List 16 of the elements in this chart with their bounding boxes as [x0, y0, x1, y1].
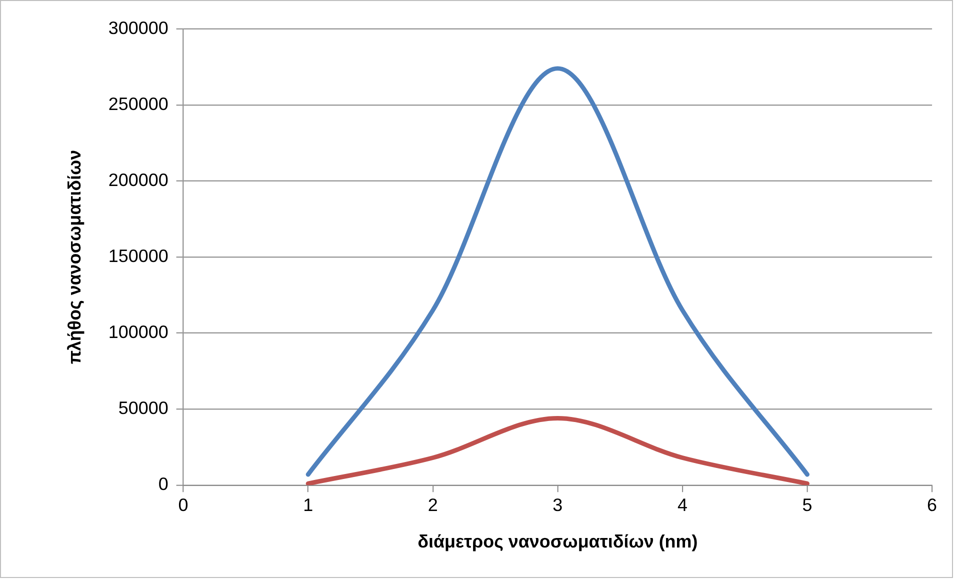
x-tick-label: 6	[927, 494, 938, 515]
y-tick-label: 100000	[108, 322, 168, 342]
x-tick-label: 5	[802, 494, 812, 515]
y-axis-title: πλήθος νανοσωματιδίων	[64, 150, 85, 364]
x-tick-label: 1	[303, 494, 314, 515]
y-tick-label: 250000	[108, 94, 168, 114]
x-tick-label: 2	[428, 494, 438, 515]
x-axis-title: διάμετρος νανοσωματιδίων (nm)	[418, 531, 698, 552]
x-tick-label: 3	[552, 494, 563, 515]
y-tick-label: 300000	[108, 18, 168, 38]
y-tick-label: 200000	[108, 170, 168, 190]
y-tick-label: 50000	[118, 398, 168, 418]
y-tick-label: 150000	[108, 246, 168, 266]
x-tick-label: 4	[677, 494, 688, 515]
y-tick-label: 0	[158, 474, 168, 494]
x-tick-label: 0	[178, 494, 188, 515]
